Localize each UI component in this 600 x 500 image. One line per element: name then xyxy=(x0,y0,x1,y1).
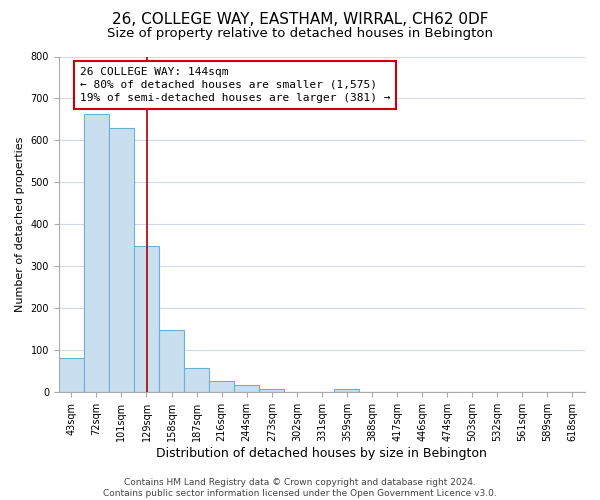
Text: 26, COLLEGE WAY, EASTHAM, WIRRAL, CH62 0DF: 26, COLLEGE WAY, EASTHAM, WIRRAL, CH62 0… xyxy=(112,12,488,28)
Bar xyxy=(84,114,109,392)
Bar xyxy=(59,358,84,392)
Y-axis label: Number of detached properties: Number of detached properties xyxy=(15,136,25,312)
Bar xyxy=(109,128,134,392)
Text: Size of property relative to detached houses in Bebington: Size of property relative to detached ho… xyxy=(107,28,493,40)
Text: 26 COLLEGE WAY: 144sqm
← 80% of detached houses are smaller (1,575)
19% of semi-: 26 COLLEGE WAY: 144sqm ← 80% of detached… xyxy=(80,66,391,103)
X-axis label: Distribution of detached houses by size in Bebington: Distribution of detached houses by size … xyxy=(157,447,487,460)
Text: Contains HM Land Registry data © Crown copyright and database right 2024.
Contai: Contains HM Land Registry data © Crown c… xyxy=(103,478,497,498)
Bar xyxy=(134,246,159,392)
Bar xyxy=(159,330,184,392)
Bar xyxy=(334,390,359,392)
Bar xyxy=(184,368,209,392)
Bar xyxy=(209,381,234,392)
Bar xyxy=(259,389,284,392)
Bar xyxy=(234,385,259,392)
